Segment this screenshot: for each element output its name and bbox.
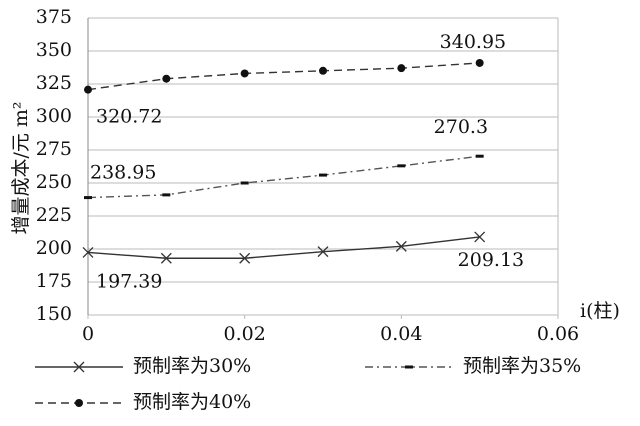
legend-label: 预制率为30% xyxy=(133,355,251,377)
x-tick-label: 0.02 xyxy=(224,323,266,345)
y-axis-label: 增量成本/元 m² xyxy=(10,101,32,234)
y-tick-label: 250 xyxy=(36,171,72,193)
marker xyxy=(162,74,171,83)
data-label: 340.95 xyxy=(440,31,506,53)
y-tick-label: 350 xyxy=(36,39,72,61)
marker xyxy=(395,240,407,252)
x-tick-label: 0 xyxy=(82,323,94,345)
marker xyxy=(397,64,406,73)
marker xyxy=(84,196,92,200)
series-line xyxy=(87,155,480,199)
series-line xyxy=(87,236,480,259)
data-label: 320.72 xyxy=(96,106,162,128)
marker xyxy=(319,173,327,177)
legend-label: 预制率为40% xyxy=(133,391,251,413)
y-tick-label: 275 xyxy=(36,138,72,160)
y-tick-label: 225 xyxy=(36,204,72,226)
marker xyxy=(75,399,83,407)
data-label: 197.39 xyxy=(96,270,162,292)
y-tick-label: 375 xyxy=(36,6,72,28)
y-tick-label: 200 xyxy=(36,237,72,259)
marker xyxy=(162,193,171,197)
y-tick-label: 150 xyxy=(36,303,72,325)
legend-label: 预制率为35% xyxy=(463,355,581,377)
x-axis-label: i(柱) xyxy=(580,300,620,322)
marker xyxy=(239,252,251,264)
marker xyxy=(160,252,172,264)
marker xyxy=(317,246,329,258)
marker xyxy=(474,231,486,243)
y-tick-label: 175 xyxy=(36,270,72,292)
marker xyxy=(319,66,327,75)
marker xyxy=(475,58,484,67)
marker xyxy=(397,164,406,168)
marker xyxy=(84,85,92,94)
y-tick-label: 325 xyxy=(36,72,72,94)
data-label: 209.13 xyxy=(458,249,524,271)
x-tick-label: 0.06 xyxy=(537,323,579,345)
series-line xyxy=(87,62,480,91)
y-tick-label: 300 xyxy=(36,105,72,127)
x-tick-label: 0.04 xyxy=(380,323,422,345)
marker xyxy=(405,365,413,369)
marker xyxy=(73,361,85,373)
data-label: 238.95 xyxy=(90,162,156,184)
marker xyxy=(82,246,94,258)
marker xyxy=(475,154,484,158)
marker xyxy=(240,181,249,185)
data-label: 270.3 xyxy=(434,116,488,138)
marker xyxy=(240,69,249,78)
